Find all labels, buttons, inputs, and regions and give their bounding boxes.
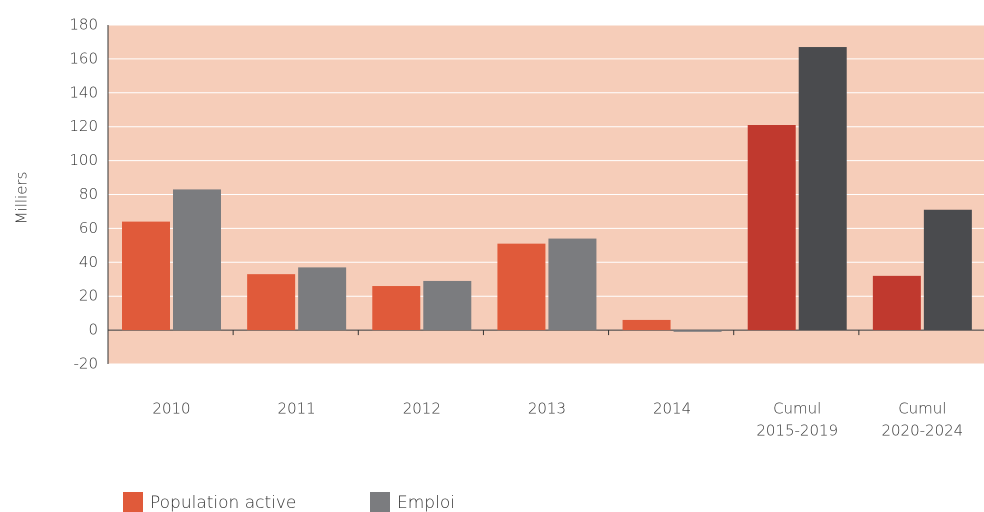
x-tick-label: 2014: [653, 400, 691, 418]
bar: [247, 274, 296, 331]
x-tick-label: 2010: [152, 400, 190, 418]
bar: [372, 286, 421, 331]
y-tick-label: 120: [69, 117, 98, 135]
bar: [747, 125, 796, 331]
y-tick-label: 40: [79, 253, 98, 271]
bar: [872, 275, 921, 331]
bar: [497, 243, 546, 331]
bar: [548, 238, 597, 331]
y-tick-label: 140: [69, 83, 98, 101]
legend-label: Population active: [150, 493, 296, 512]
legend-swatch: [370, 492, 390, 512]
x-tick-label: 2020-2024: [881, 422, 963, 440]
x-tick-label: Cumul: [898, 400, 946, 418]
x-tick-label: 2015-2019: [756, 422, 838, 440]
y-tick-label: 0: [88, 321, 98, 339]
y-tick-label: 60: [79, 219, 98, 237]
y-tick-label: 20: [79, 287, 98, 305]
x-tick-label: 2013: [528, 400, 566, 418]
y-tick-label: 160: [69, 49, 98, 67]
bar: [622, 319, 671, 331]
bar: [122, 221, 170, 331]
y-axis-label: Milliers: [13, 172, 31, 225]
bar: [423, 280, 472, 331]
bar: [798, 47, 847, 331]
bar: [173, 189, 221, 331]
legend-label: Emploi: [397, 493, 455, 512]
x-tick-label: 2012: [403, 400, 441, 418]
y-tick-label: 100: [69, 151, 98, 169]
bar: [673, 330, 722, 332]
x-tick-label: Cumul: [773, 400, 821, 418]
y-tick-label: 80: [79, 185, 98, 203]
legend-swatch: [123, 492, 143, 512]
y-tick-label: 180: [69, 16, 98, 34]
bar: [298, 267, 347, 331]
y-tick-label: -20: [74, 355, 99, 373]
bar: [923, 209, 972, 331]
x-tick-label: 2011: [278, 400, 316, 418]
